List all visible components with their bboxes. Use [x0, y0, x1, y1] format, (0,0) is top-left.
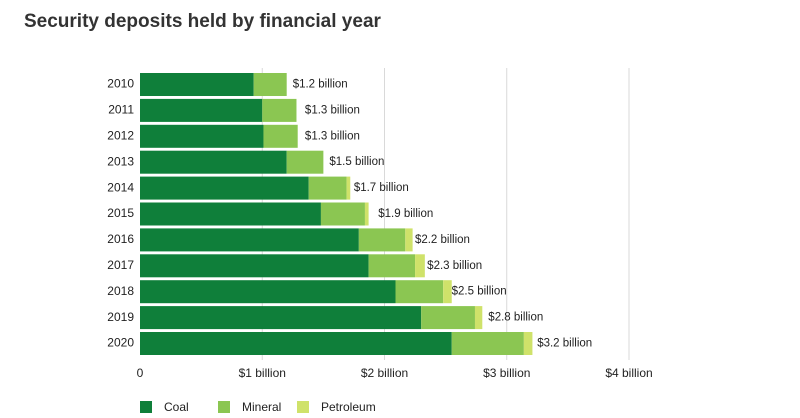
value-label: $1.3 billion [305, 104, 360, 116]
bar-segment [262, 98, 297, 122]
bar-segment [140, 254, 369, 278]
value-label: $2.8 billion [488, 312, 543, 324]
value-label: $1.5 billion [329, 156, 384, 168]
value-label: $3.2 billion [537, 338, 592, 350]
x-tick-label: $1 billion [239, 366, 286, 380]
legend-label: Petroleum [321, 400, 376, 414]
bar-segment [451, 332, 524, 355]
legend-swatch [218, 401, 230, 413]
bar-segment [346, 176, 351, 200]
y-tick-label: 2017 [107, 258, 134, 272]
y-tick-label: 2014 [107, 180, 134, 194]
x-tick-label: $3 billion [483, 366, 530, 380]
bar-segment [253, 73, 287, 96]
bar-segment [263, 124, 298, 148]
bar-segment [320, 202, 365, 226]
bar-segment [140, 332, 452, 355]
value-label: $1.3 billion [305, 130, 360, 142]
legend-swatch [297, 401, 309, 413]
bar-segment [405, 228, 413, 252]
y-tick-label: 2015 [107, 206, 134, 220]
bar-segment [140, 73, 254, 96]
chart-title: Security deposits held by financial year [24, 11, 382, 32]
legend-label: Coal [164, 400, 189, 414]
bar-segment [395, 280, 444, 304]
bar-segment [140, 228, 359, 252]
bar-segment [140, 306, 422, 330]
bar-segment [368, 254, 416, 278]
y-tick-label: 2016 [107, 232, 134, 246]
value-label: $1.2 billion [293, 79, 348, 91]
bar-segment [415, 254, 425, 278]
bar-segment [140, 202, 321, 226]
bar-segment [358, 228, 406, 252]
bar-segment [140, 98, 263, 122]
value-label: $1.7 billion [354, 182, 409, 194]
x-tick-label: $2 billion [361, 366, 408, 380]
bar-segment [140, 280, 396, 304]
y-tick-label: 2020 [107, 336, 134, 350]
bar-segment [308, 176, 347, 200]
bar-segment [286, 150, 324, 174]
x-tick-label: 0 [137, 366, 144, 380]
bar-segment [443, 280, 452, 304]
bar-segment [421, 306, 475, 330]
value-label: $2.5 billion [452, 286, 507, 298]
y-tick-label: 2011 [108, 103, 134, 117]
x-tick-label: $4 billion [605, 366, 652, 380]
y-tick-label: 2013 [107, 154, 134, 168]
bar-segment [140, 176, 309, 200]
value-label: $2.2 billion [415, 234, 470, 246]
bar-segment [140, 150, 287, 174]
bar-segment [523, 332, 533, 355]
legend-swatch [140, 401, 152, 413]
y-tick-label: 2010 [107, 77, 134, 91]
y-tick-label: 2019 [107, 310, 134, 324]
value-label: $2.3 billion [427, 260, 482, 272]
bar-segment [140, 124, 264, 148]
bar-segment [474, 306, 483, 330]
y-tick-label: 2018 [107, 284, 134, 298]
y-tick-label: 2012 [107, 128, 134, 142]
bar-segment [364, 202, 369, 226]
legend-label: Mineral [242, 400, 281, 414]
value-label: $1.9 billion [378, 208, 433, 220]
